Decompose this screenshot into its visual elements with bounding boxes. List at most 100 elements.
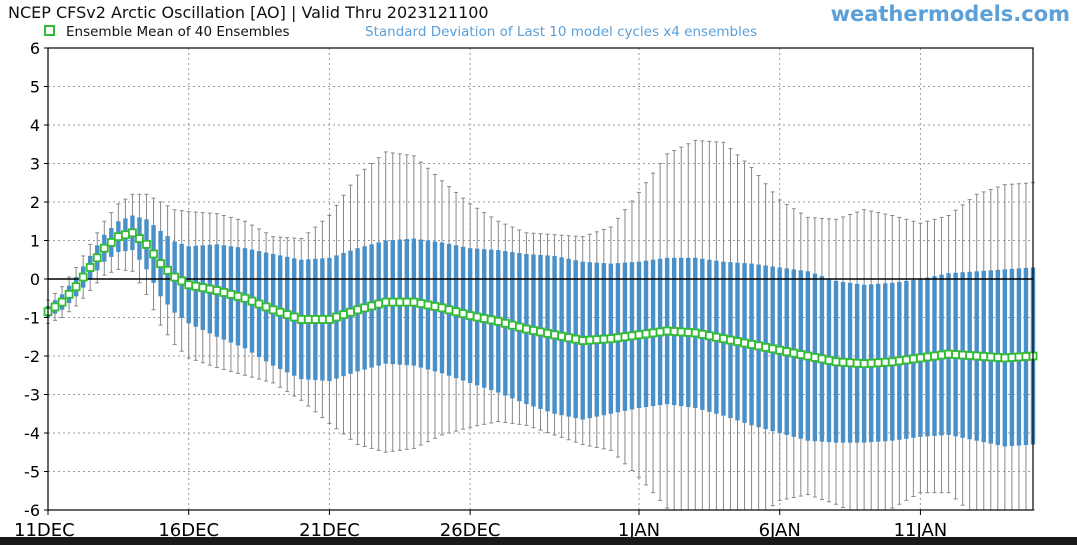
mean-marker (768, 344, 778, 354)
brand-logo[interactable]: weathermodels.com (830, 2, 1070, 26)
mean-marker (170, 272, 180, 282)
mean-marker (937, 350, 946, 360)
legend-mean-marker-icon (44, 25, 55, 36)
legend-mean-label: Ensemble Mean of 40 Ensembles (66, 24, 290, 40)
mean-marker (627, 331, 637, 341)
mean-marker (472, 312, 482, 322)
y-tick-label: -6 (24, 501, 40, 520)
mean-marker (514, 322, 524, 332)
mean-marker (198, 283, 208, 293)
mean-marker (747, 340, 756, 349)
mean-marker (507, 320, 517, 330)
mean-marker (754, 341, 764, 351)
mean-marker (205, 284, 215, 294)
mean-marker (887, 357, 897, 367)
mean-marker (845, 358, 855, 368)
mean-marker (444, 305, 454, 315)
chart-title: NCEP CFSv2 Arctic Oscillation [AO] | Val… (8, 3, 489, 22)
mean-marker (317, 315, 327, 324)
mean-marker (979, 352, 989, 361)
mean-marker (873, 358, 883, 368)
mean-marker (571, 334, 581, 344)
x-tick-label: 11JAN (894, 520, 948, 537)
mean-marker (275, 307, 285, 317)
mean-marker (374, 299, 384, 309)
mean-markers (43, 228, 1038, 369)
mean-marker (437, 303, 447, 313)
mean-marker (282, 310, 292, 320)
mean-marker (240, 293, 250, 303)
x-tick-label: 11DEC (14, 520, 75, 537)
mean-marker (332, 312, 341, 322)
mean-marker (296, 315, 306, 324)
mean-marker (831, 357, 841, 367)
mean-marker (740, 338, 749, 348)
mean-marker (648, 328, 658, 338)
mean-marker (254, 299, 264, 309)
mean-marker (923, 352, 932, 362)
mean-marker (838, 357, 848, 367)
mean-marker (655, 327, 665, 337)
legend-stdev-label: Standard Deviation of Last 10 model cycl… (365, 24, 758, 40)
mean-marker (613, 333, 623, 343)
mean-marker (184, 280, 194, 290)
mean-marker (353, 305, 362, 315)
mean-marker (310, 315, 320, 324)
mean-marker (156, 259, 165, 269)
mean-marker (120, 230, 130, 240)
mean-marker (226, 289, 236, 299)
mean-marker (85, 263, 95, 272)
mean-marker (543, 328, 552, 338)
mean-marker (782, 347, 792, 357)
mean-marker (219, 288, 229, 297)
legend-mean: Ensemble Mean of 40 Ensembles (44, 24, 290, 40)
mean-marker (908, 354, 918, 364)
mean-marker (191, 281, 201, 291)
mean-marker (676, 327, 686, 337)
mean-marker (789, 348, 799, 358)
y-tick-label: 2 (30, 193, 40, 212)
y-tick-label: 0 (30, 270, 40, 289)
mean-marker (529, 326, 538, 335)
mean-marker (50, 302, 60, 312)
mean-marker (711, 332, 721, 342)
mean-marker (697, 329, 707, 339)
mean-marker (824, 355, 834, 365)
mean-marker (599, 334, 609, 344)
mean-marker (247, 296, 257, 306)
mean-marker (339, 310, 348, 320)
mean-marker (212, 286, 222, 295)
mean-marker (775, 345, 785, 355)
mean-marker (78, 272, 88, 282)
mean-marker (233, 291, 243, 301)
mean-marker (92, 253, 102, 263)
mean-marker (965, 351, 975, 360)
mean-marker (972, 351, 982, 361)
mean-marker (458, 309, 468, 319)
mean-marker (346, 307, 355, 317)
y-tick-label: 3 (30, 155, 40, 174)
mean-marker (810, 353, 820, 362)
x-tick-label: 16DEC (158, 520, 219, 537)
mean-marker (493, 316, 503, 326)
mean-marker (261, 302, 271, 312)
mean-marker (958, 350, 968, 360)
mean-marker (289, 312, 299, 322)
mean-marker (761, 342, 771, 352)
mean-marker (142, 239, 151, 249)
x-tick-label: 26DEC (440, 520, 501, 537)
mean-marker (522, 324, 531, 334)
mean-marker (916, 353, 925, 363)
mean-marker (894, 356, 904, 366)
x-tick-label: 21DEC (299, 520, 360, 537)
mean-marker (944, 349, 953, 359)
mean-marker (430, 302, 440, 311)
mean-marker (409, 297, 419, 307)
mean-marker (606, 334, 616, 344)
mean-marker (592, 335, 602, 345)
mean-marker (578, 336, 588, 346)
mean-marker (1014, 352, 1024, 362)
mean-marker (395, 297, 405, 307)
mean-marker (993, 353, 1003, 362)
